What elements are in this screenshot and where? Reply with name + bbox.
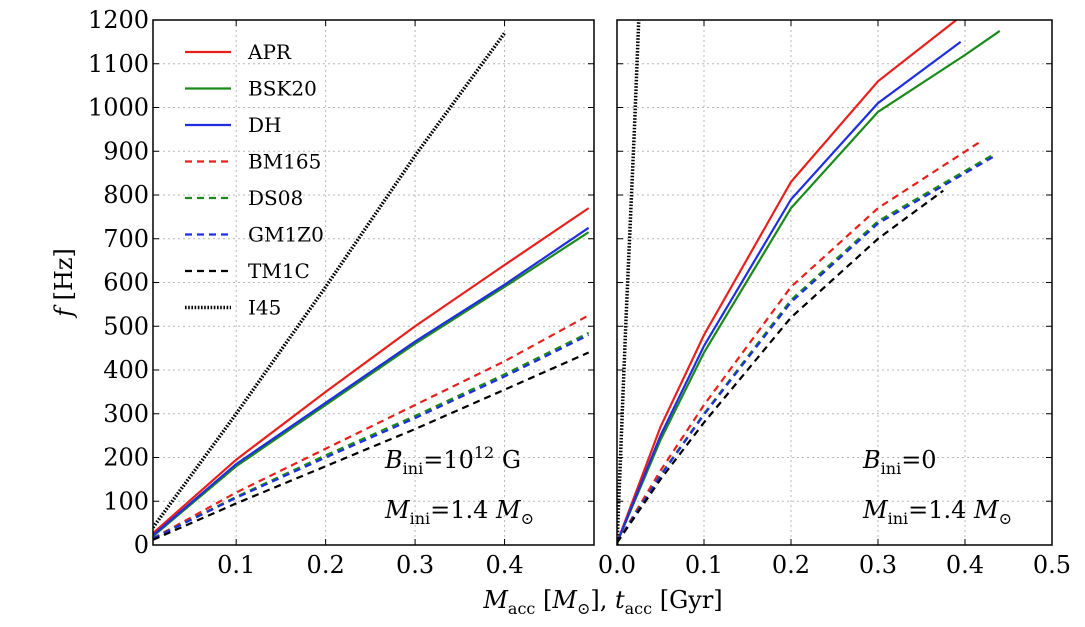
y-tick-label: 1100 (88, 50, 149, 78)
annotation: Bini=1012 G (384, 443, 521, 478)
annotation-part: M (384, 496, 411, 524)
legend-label: BM165 (248, 150, 321, 174)
series-line (617, 30, 1001, 544)
annotation-part: B (384, 446, 403, 474)
x-axis-label-part: M (551, 586, 578, 614)
x-axis-label-part: acc (508, 599, 536, 618)
legend-label: TM1C (248, 259, 310, 283)
series-line (617, 40, 962, 544)
series-line (153, 314, 590, 540)
y-tick-label: 600 (103, 269, 149, 297)
annotation-part: B (862, 446, 881, 474)
annotation-part: ⊙ (521, 509, 534, 528)
x-tick-label: 0.1 (217, 551, 255, 579)
annotation-part: =10 (423, 446, 474, 474)
x-tick-label: 0.2 (772, 551, 810, 579)
legend-label: DH (248, 113, 281, 137)
y-tick-label: 400 (103, 356, 149, 384)
annotation-part: G (494, 446, 521, 474)
series-line (617, 154, 997, 544)
annotation: Mini=1.4 M⊙ (384, 496, 534, 528)
y-tick-label: 0 (134, 531, 149, 559)
plot-frame (152, 19, 595, 546)
legend-label: BSK20 (248, 77, 317, 101)
y-tick-label: 1000 (88, 94, 149, 122)
x-axis-label-part: t (615, 586, 625, 614)
annotation-part: ini (410, 509, 431, 528)
series-line (153, 207, 590, 535)
annotation-part: =0 (901, 446, 936, 474)
x-tick-label: 0.3 (859, 551, 897, 579)
x-axis-label-part: acc (625, 599, 653, 618)
x-axis-label-part: [Gyr] (652, 586, 723, 614)
series-line (153, 32, 506, 529)
x-tick-label: 0.1 (685, 551, 723, 579)
annotation-part: ⊙ (999, 509, 1012, 528)
series-line (617, 20, 641, 545)
annotation-part: =1.4 (908, 496, 974, 524)
series-line (617, 189, 944, 544)
plot-frame (616, 19, 1053, 546)
annotation: Mini=1.4 M⊙ (862, 496, 1012, 528)
x-axis-label: Macc [M⊙], tacc [Gyr] (482, 586, 722, 618)
x-tick-label: 0.4 (485, 551, 523, 579)
y-tick-label: 500 (103, 312, 149, 340)
x-tick-label: 0.4 (946, 551, 984, 579)
x-tick-label: 0.0 (598, 551, 636, 579)
x-tick-label: 0.2 (307, 551, 345, 579)
x-tick-label: 0.3 (396, 551, 434, 579)
annotation: Bini=0 (862, 446, 937, 478)
series-line (617, 152, 997, 544)
legend-label: DS08 (248, 186, 303, 210)
series-line (153, 231, 590, 538)
y-tick-label: 700 (103, 225, 149, 253)
legend-label: GM1Z0 (248, 223, 324, 247)
y-tick-label: 300 (103, 400, 149, 428)
annotation-part: ini (403, 459, 424, 478)
y-tick-label: 900 (103, 137, 149, 165)
y-tick-label: 100 (103, 487, 149, 515)
series-line (617, 139, 983, 544)
series-line (153, 334, 590, 540)
x-axis-label-part: [ (535, 586, 552, 614)
legend-label: I45 (248, 296, 281, 320)
y-tick-label: 800 (103, 181, 149, 209)
x-tick-label: 0.5 (1033, 551, 1071, 579)
x-axis-label-part: M (482, 586, 509, 614)
y-axis-label: f [Hz] (50, 248, 78, 319)
x-axis-label-part: ], (590, 586, 615, 614)
annotation-part: M (495, 496, 522, 524)
series-line (617, 20, 957, 544)
annotation-part: M (862, 496, 889, 524)
annotation-part: ini (888, 509, 909, 528)
annotation-part: ini (881, 459, 902, 478)
x-axis-label-part: ⊙ (577, 599, 590, 618)
series-line (153, 226, 590, 537)
y-axis-label-part: [Hz] (50, 248, 78, 308)
annotation-part: M (973, 496, 1000, 524)
legend-label: APR (247, 40, 292, 64)
y-tick-label: 200 (103, 444, 149, 472)
y-tick-label: 1200 (88, 6, 149, 34)
series-line (153, 351, 590, 541)
annotation-part: 12 (474, 443, 494, 462)
annotation-part: =1.4 (430, 496, 496, 524)
